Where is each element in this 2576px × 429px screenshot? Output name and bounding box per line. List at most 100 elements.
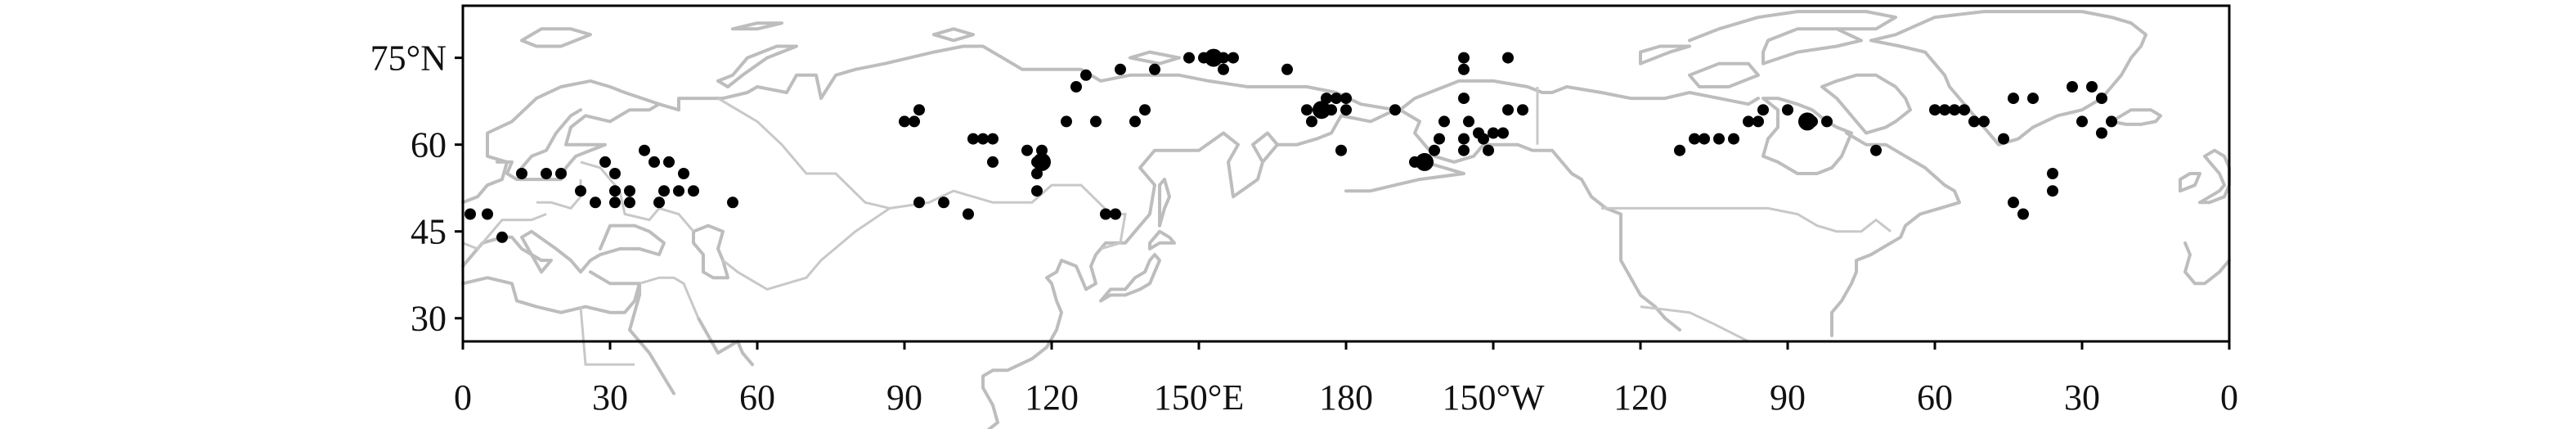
coastline-segment	[2110, 108, 2162, 126]
x-tick-label: 0	[454, 377, 472, 418]
x-axis: 0 30 60 90 120 150°E 180 150°W 120 90 60 30 0	[454, 341, 2238, 418]
station-marker	[599, 156, 611, 168]
x-tick-label: 60	[1917, 377, 1953, 418]
station-marker	[1090, 115, 1102, 128]
station-marker	[1870, 144, 1882, 156]
coastline-segment	[1761, 27, 1863, 65]
station-marker	[909, 115, 920, 128]
station-marker	[1949, 104, 1960, 116]
station-marker	[1389, 104, 1401, 116]
country-border	[722, 207, 891, 291]
station-marker	[1313, 101, 1331, 120]
station-marker	[575, 185, 586, 197]
station-marker	[1227, 52, 1239, 64]
station-marker	[1517, 104, 1528, 116]
station-marker	[2027, 93, 2039, 105]
station-marker	[2008, 196, 2019, 209]
y-tick-label: 75°N	[370, 38, 447, 79]
station-marker	[464, 208, 476, 220]
map-frame	[461, 4, 2231, 343]
station-marker	[1340, 104, 1352, 116]
station-marker	[1458, 52, 1470, 64]
station-marker	[555, 168, 567, 179]
coastline-segment	[1869, 10, 2147, 147]
station-marker	[609, 168, 621, 179]
station-marker	[658, 185, 670, 197]
coastline-segment	[1158, 178, 1171, 228]
station-marker	[938, 196, 949, 209]
station-marker	[639, 144, 650, 156]
country-border	[1640, 305, 1749, 343]
country-border	[462, 213, 547, 251]
station-marker	[899, 115, 910, 128]
coastline-segment	[461, 270, 641, 314]
station-marker	[1218, 63, 1229, 75]
station-marker	[2076, 115, 2088, 128]
y-tick-label: 60	[411, 125, 447, 165]
station-marker	[913, 196, 925, 209]
x-tick-label: 30	[592, 377, 628, 418]
station-marker	[1821, 115, 1833, 128]
station-marker	[1806, 115, 1818, 128]
station-marker	[2096, 93, 2107, 105]
coastline-segment	[697, 316, 754, 367]
station-marker	[609, 185, 621, 197]
station-marker	[1458, 93, 1470, 105]
station-marker	[1959, 104, 1970, 116]
station-marker	[967, 133, 979, 145]
coastline-segment	[1398, 108, 1681, 332]
station-marker	[496, 231, 508, 243]
station-marker	[1483, 144, 1494, 156]
station-marker	[1031, 185, 1043, 197]
x-tick-label: 90	[1770, 377, 1806, 418]
station-marker	[1488, 127, 1499, 139]
coastline-segment	[1129, 50, 1181, 65]
country-border	[536, 179, 582, 210]
coastline-segment	[1688, 61, 1760, 88]
station-marker	[1326, 104, 1337, 116]
station-marker	[1699, 133, 1710, 145]
coastline-segment	[1099, 253, 1161, 303]
station-marker	[1743, 115, 1754, 128]
station-marker	[624, 196, 635, 209]
station-marker	[1728, 133, 1739, 145]
x-tick-label: 0	[2220, 377, 2238, 418]
station-marker	[977, 133, 989, 145]
coastline-segment	[716, 44, 798, 88]
station-marker	[1438, 115, 1450, 128]
coastline-segment	[461, 224, 666, 274]
station-marker	[541, 168, 552, 179]
station-marker	[1335, 144, 1347, 156]
x-tick-label: 90	[886, 377, 922, 418]
coastline-segment	[1344, 160, 1465, 193]
station-marker	[1416, 152, 1434, 171]
station-marker	[1978, 115, 1990, 128]
station-marker	[663, 156, 675, 168]
station-marker	[2008, 93, 2019, 105]
station-marker	[1458, 63, 1470, 75]
y-tick-label: 30	[411, 299, 447, 339]
x-tick-label: 60	[739, 377, 775, 418]
station-marker	[1752, 115, 1764, 128]
coastline-segment	[520, 27, 592, 48]
station-marker	[1502, 104, 1514, 116]
country-border	[639, 276, 700, 319]
station-marker	[1110, 208, 1121, 220]
country-border	[580, 160, 695, 233]
station-marker	[1036, 144, 1048, 156]
station-marker	[987, 156, 999, 168]
station-marker	[1301, 104, 1313, 116]
station-marker	[1021, 144, 1033, 156]
station-marker	[1115, 63, 1126, 75]
station-marker	[1782, 104, 1793, 116]
station-marker	[1458, 144, 1470, 156]
x-tick-label: 120	[1613, 377, 1667, 418]
station-marker	[727, 196, 738, 209]
station-marker	[1306, 115, 1317, 128]
station-marker	[609, 196, 621, 209]
x-tick-label: 120	[1025, 377, 1079, 418]
station-marker	[590, 196, 601, 209]
coastline-segment	[1148, 229, 1176, 251]
station-marker	[648, 156, 660, 168]
